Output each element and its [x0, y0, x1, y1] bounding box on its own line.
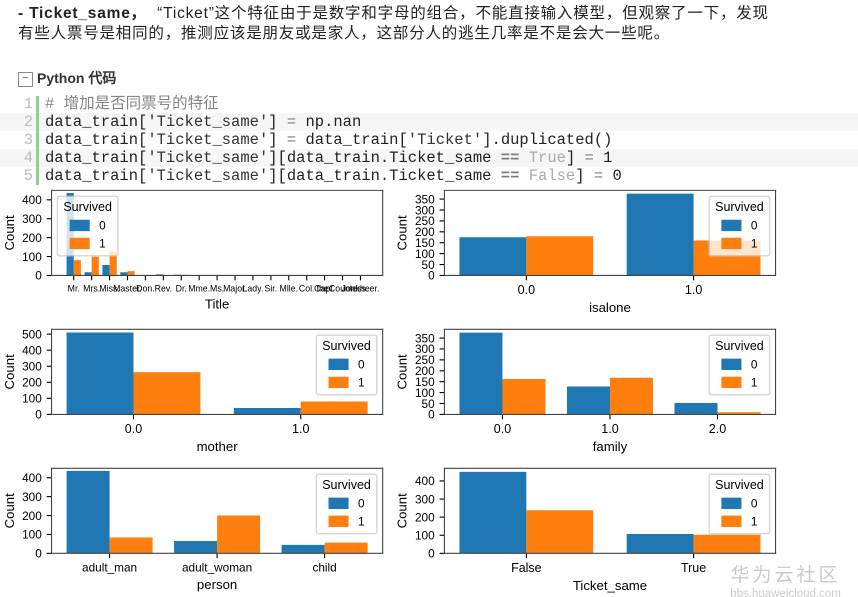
svg-text:200: 200 — [22, 509, 42, 523]
svg-text:400: 400 — [22, 471, 42, 485]
svg-text:False: False — [511, 561, 542, 575]
svg-text:1: 1 — [751, 375, 758, 389]
svg-text:Survived: Survived — [322, 339, 371, 353]
svg-text:Survived: Survived — [715, 339, 764, 353]
svg-text:Dr.: Dr. — [176, 284, 187, 294]
svg-text:1: 1 — [358, 514, 365, 528]
svg-text:Count: Count — [395, 215, 410, 251]
svg-text:0: 0 — [428, 547, 435, 561]
svg-text:Count: Count — [395, 493, 410, 529]
svg-text:Ms.: Ms. — [210, 284, 224, 294]
svg-text:0: 0 — [358, 357, 365, 371]
svg-text:1.0: 1.0 — [292, 422, 309, 436]
svg-text:300: 300 — [415, 492, 435, 506]
svg-text:0: 0 — [751, 357, 758, 371]
svg-text:350: 350 — [415, 331, 435, 345]
svg-text:0.0: 0.0 — [125, 422, 142, 436]
svg-text:Survived: Survived — [322, 478, 371, 492]
svg-text:Col.: Col. — [299, 284, 315, 294]
svg-text:Count: Count — [2, 354, 17, 390]
svg-text:Don.: Don. — [136, 284, 154, 294]
svg-text:Survived: Survived — [63, 200, 112, 214]
svg-text:200: 200 — [22, 376, 42, 390]
svg-text:0.0: 0.0 — [494, 422, 511, 436]
svg-text:child: child — [312, 561, 336, 575]
svg-text:100: 100 — [22, 528, 42, 542]
svg-text:200: 200 — [415, 510, 435, 524]
svg-text:100: 100 — [22, 392, 42, 406]
svg-text:2.0: 2.0 — [709, 422, 726, 436]
svg-text:Mr.: Mr. — [68, 284, 80, 294]
svg-text:Survived: Survived — [715, 478, 764, 492]
svg-text:0: 0 — [35, 547, 42, 561]
svg-text:Lady.: Lady. — [243, 284, 264, 294]
svg-text:350: 350 — [415, 192, 435, 206]
svg-text:100: 100 — [415, 529, 435, 543]
svg-text:1: 1 — [751, 236, 758, 250]
svg-text:Mrs.: Mrs. — [83, 284, 100, 294]
svg-text:0: 0 — [751, 496, 758, 510]
svg-text:0: 0 — [358, 496, 365, 510]
svg-text:400: 400 — [22, 193, 42, 207]
svg-text:0: 0 — [35, 269, 42, 283]
svg-text:Rev.: Rev. — [155, 284, 172, 294]
svg-text:0: 0 — [99, 218, 106, 232]
svg-text:Count: Count — [2, 493, 17, 529]
svg-text:person: person — [197, 577, 237, 592]
svg-text:1.0: 1.0 — [685, 283, 702, 297]
svg-text:300: 300 — [22, 490, 42, 504]
svg-text:400: 400 — [415, 474, 435, 488]
svg-text:Mlle.: Mlle. — [280, 284, 298, 294]
svg-text:1.0: 1.0 — [601, 422, 618, 436]
svg-text:0.0: 0.0 — [518, 283, 535, 297]
svg-text:Ticket_same: Ticket_same — [573, 578, 647, 593]
svg-text:1: 1 — [358, 375, 365, 389]
svg-text:300: 300 — [22, 212, 42, 226]
svg-text:Jonkheer.: Jonkheer. — [341, 284, 379, 294]
svg-text:0: 0 — [751, 218, 758, 232]
svg-text:1: 1 — [99, 236, 106, 250]
svg-text:Mme.: Mme. — [188, 284, 210, 294]
svg-text:Survived: Survived — [715, 200, 764, 214]
svg-text:adult_woman: adult_woman — [182, 561, 252, 575]
svg-text:300: 300 — [22, 360, 42, 374]
svg-text:True: True — [681, 561, 706, 575]
svg-text:family: family — [593, 439, 628, 454]
svg-text:500: 500 — [22, 327, 42, 341]
svg-text:1: 1 — [751, 514, 758, 528]
svg-text:400: 400 — [22, 343, 42, 357]
svg-text:Count: Count — [2, 215, 17, 251]
svg-text:Sir.: Sir. — [265, 284, 278, 294]
svg-text:Count: Count — [395, 354, 410, 390]
svg-text:mother: mother — [197, 439, 239, 454]
svg-text:isalone: isalone — [589, 300, 631, 315]
svg-text:200: 200 — [22, 231, 42, 245]
svg-text:100: 100 — [22, 250, 42, 264]
svg-text:0: 0 — [35, 408, 42, 422]
svg-text:Title: Title — [205, 296, 229, 311]
svg-text:adult_man: adult_man — [82, 561, 137, 575]
